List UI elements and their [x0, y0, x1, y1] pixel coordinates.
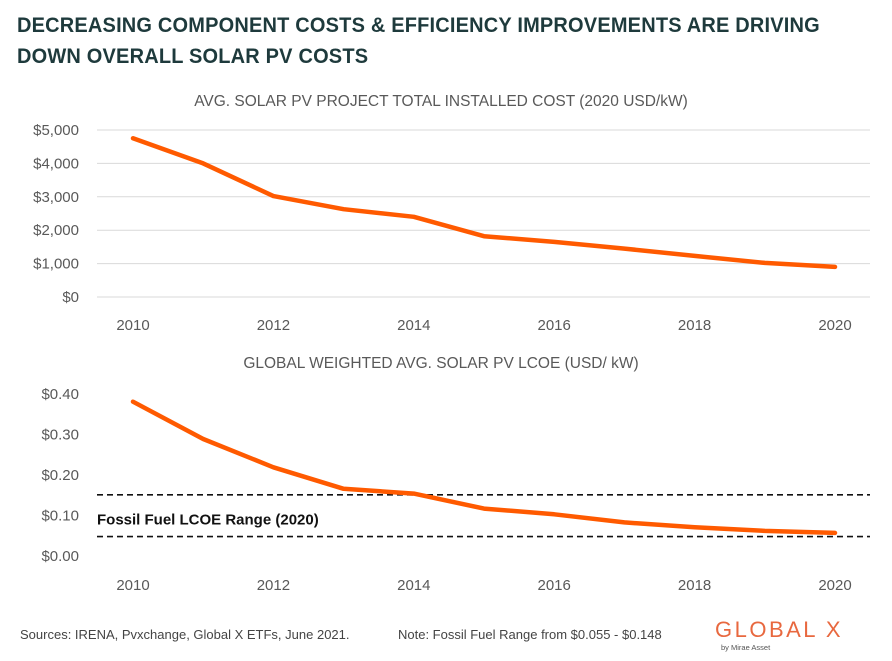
chart-1-x-tick-label: 2018	[678, 317, 711, 334]
chart-1-x-tick-label: 2014	[397, 317, 430, 334]
chart-1-y-tick-label: $2,000	[33, 222, 79, 239]
chart-2-x-tick-label: 2020	[818, 577, 851, 594]
fossil-range-note: Note: Fossil Fuel Range from $0.055 - $0…	[398, 627, 662, 642]
page-title-line-2: DOWN OVERALL SOLAR PV COSTS	[17, 44, 369, 68]
chart-1-x-tick-label: 2012	[257, 317, 290, 334]
chart-1-y-tick-label: $3,000	[33, 189, 79, 206]
chart-2-title: GLOBAL WEIGHTED AVG. SOLAR PV LCOE (USD/…	[243, 355, 638, 372]
chart-1-x-tick-label: 2016	[538, 317, 571, 334]
logo-subtitle: by Mirae Asset	[721, 643, 771, 652]
global-x-logo: GLOBAL X by Mirae Asset	[715, 617, 844, 653]
chart-2-x-tick-label: 2018	[678, 577, 711, 594]
chart-2-y-tick-label: $0.40	[41, 386, 79, 403]
chart-1-x-tick-label: 2020	[818, 317, 851, 334]
chart-2-y-tick-label: $0.20	[41, 467, 79, 484]
chart-2-x-tick-label: 2014	[397, 577, 430, 594]
page-title: DECREASING COMPONENT COSTS & EFFICIENCY …	[17, 10, 826, 72]
chart-1-y-tick-label: $5,000	[33, 122, 79, 139]
chart-2-x-tick-label: 2010	[116, 577, 149, 594]
chart-2-y-tick-label: $0.10	[41, 508, 79, 525]
chart-1-y-tick-label: $4,000	[33, 155, 79, 172]
chart-1-series-line	[130, 136, 838, 270]
sources-note: Sources: IRENA, Pvxchange, Global X ETFs…	[20, 627, 350, 642]
chart-2-y-tick-label: $0.00	[41, 548, 79, 565]
chart-1-y-tick-label: $1,000	[33, 256, 79, 273]
chart-2-x-tick-label: 2016	[538, 577, 571, 594]
fossil-range-label: Fossil Fuel LCOE Range (2020)	[97, 512, 319, 529]
chart-1-title: AVG. SOLAR PV PROJECT TOTAL INSTALLED CO…	[194, 93, 688, 110]
chart-2-y-tick-label: $0.30	[41, 427, 79, 444]
page-title-line-1: DECREASING COMPONENT COSTS & EFFICIENCY …	[17, 13, 820, 37]
chart-1-x-tick-label: 2010	[116, 317, 149, 334]
chart-1-y-tick-label: $0	[62, 289, 79, 306]
chart-2-x-tick-label: 2012	[257, 577, 290, 594]
logo-brand: GLOBAL X	[715, 617, 844, 642]
